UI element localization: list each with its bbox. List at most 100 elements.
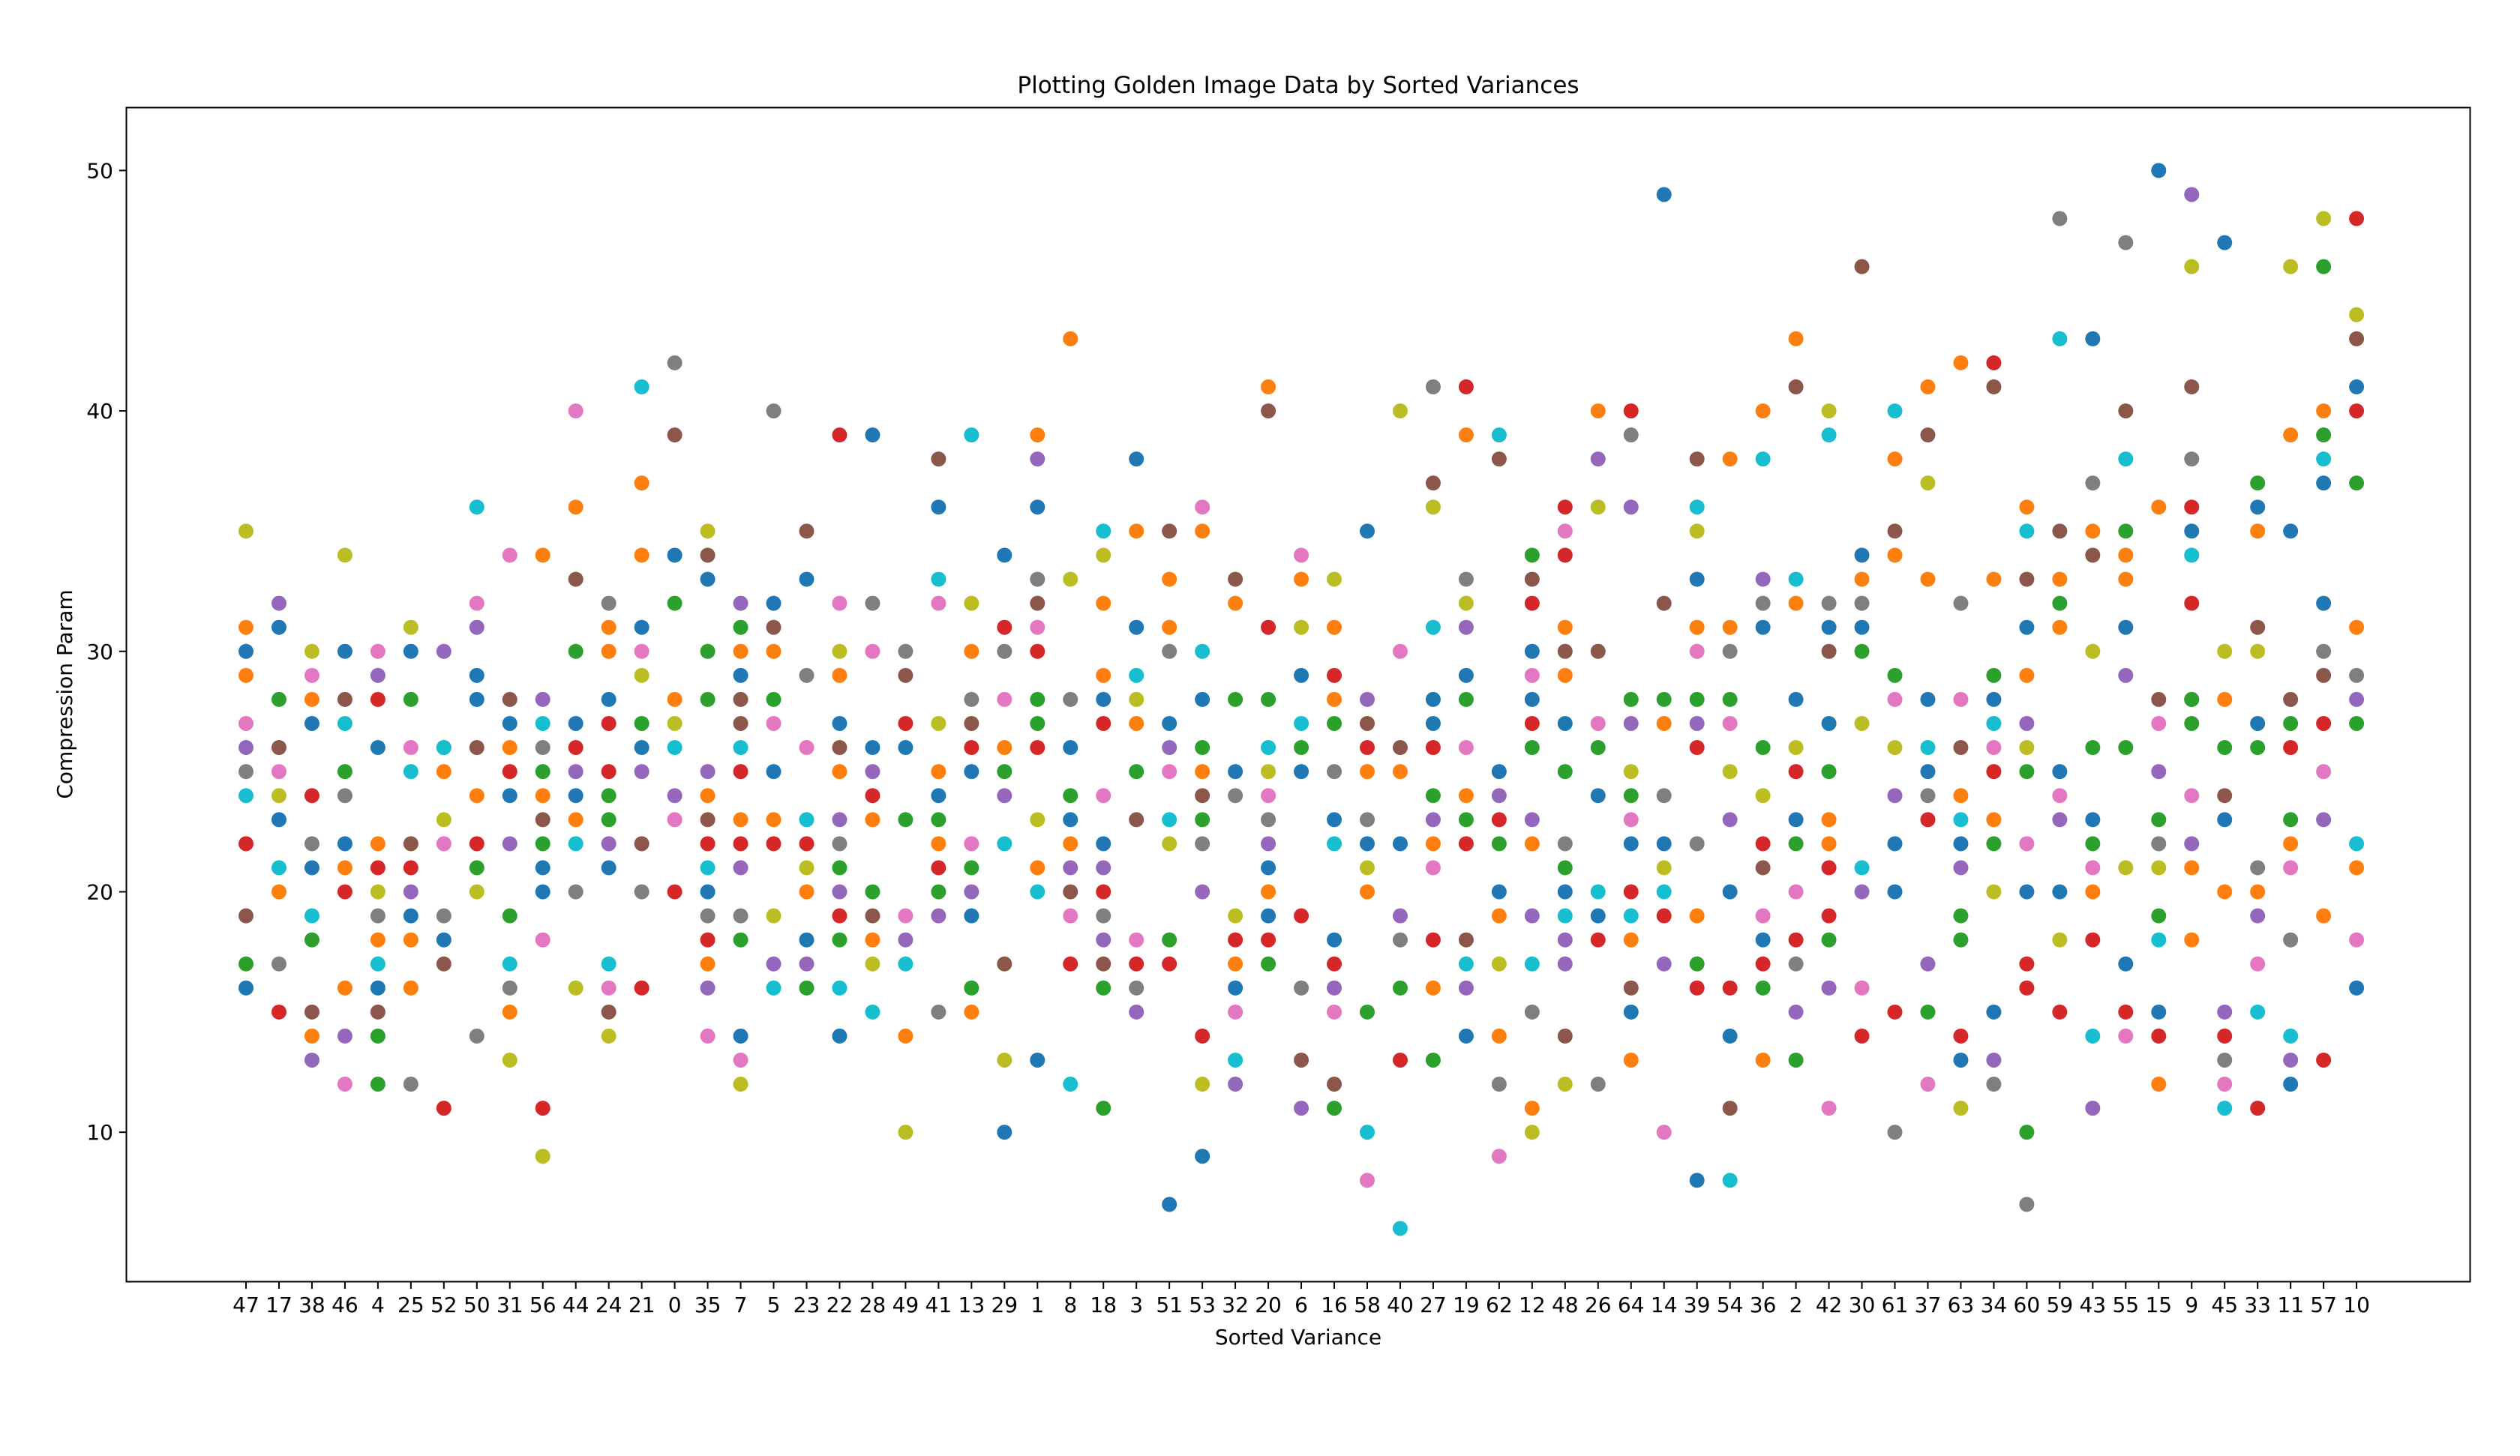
data-point bbox=[2085, 547, 2101, 563]
data-point bbox=[2283, 812, 2299, 828]
data-point bbox=[1129, 715, 1144, 731]
x-tick-label: 37 bbox=[1915, 1293, 1942, 1317]
data-point bbox=[2316, 764, 2332, 780]
data-point bbox=[1294, 740, 1310, 756]
x-tick-label: 4 bbox=[371, 1293, 385, 1317]
data-point bbox=[1623, 980, 1639, 996]
data-point bbox=[1327, 932, 1342, 948]
data-point bbox=[766, 619, 782, 635]
data-point bbox=[1327, 980, 1342, 996]
data-point bbox=[2085, 1028, 2101, 1044]
data-point bbox=[1162, 740, 1178, 756]
data-point bbox=[2349, 715, 2365, 731]
x-tick-label: 60 bbox=[2014, 1293, 2041, 1317]
data-point bbox=[304, 908, 320, 924]
data-point bbox=[667, 740, 682, 756]
data-point bbox=[1261, 619, 1276, 635]
data-point bbox=[337, 1077, 352, 1092]
data-point bbox=[337, 836, 352, 852]
data-point bbox=[1425, 740, 1441, 756]
data-point bbox=[865, 884, 880, 900]
data-point bbox=[370, 1028, 386, 1044]
data-point bbox=[766, 908, 782, 924]
data-point bbox=[271, 884, 286, 900]
data-point bbox=[337, 860, 352, 876]
data-point bbox=[370, 1004, 386, 1020]
data-point bbox=[535, 788, 550, 804]
data-point bbox=[2283, 691, 2299, 707]
data-point bbox=[1656, 908, 1672, 924]
data-point bbox=[304, 932, 320, 948]
data-point bbox=[436, 908, 452, 924]
data-point bbox=[1228, 788, 1244, 804]
data-point bbox=[898, 1028, 914, 1044]
data-point bbox=[304, 715, 320, 731]
data-point bbox=[2283, 836, 2299, 852]
data-point bbox=[1656, 595, 1672, 611]
data-point bbox=[2316, 427, 2332, 443]
data-point bbox=[1689, 836, 1705, 852]
data-point bbox=[1129, 980, 1144, 996]
x-tick-label: 23 bbox=[794, 1293, 820, 1317]
data-point bbox=[1129, 667, 1144, 683]
data-point bbox=[1524, 643, 1540, 659]
data-point bbox=[1195, 499, 1210, 515]
data-point bbox=[1821, 595, 1837, 611]
data-point bbox=[469, 499, 484, 515]
data-point bbox=[931, 1004, 946, 1020]
data-point bbox=[1327, 764, 1342, 780]
data-point bbox=[2184, 379, 2200, 395]
data-point bbox=[1491, 451, 1507, 467]
data-point bbox=[2217, 1052, 2233, 1068]
data-point bbox=[1096, 523, 1112, 539]
data-point bbox=[1920, 740, 1936, 756]
data-point bbox=[2250, 908, 2266, 924]
data-point bbox=[2250, 740, 2266, 756]
x-tick-label: 55 bbox=[2112, 1293, 2139, 1317]
data-point bbox=[997, 836, 1012, 852]
data-point bbox=[370, 860, 386, 876]
data-point bbox=[1261, 379, 1276, 395]
data-point bbox=[964, 427, 980, 443]
data-point bbox=[865, 956, 880, 972]
data-point bbox=[271, 764, 286, 780]
data-point bbox=[436, 764, 452, 780]
data-point bbox=[535, 860, 550, 876]
data-point bbox=[766, 980, 782, 996]
data-point bbox=[832, 980, 848, 996]
data-point bbox=[1030, 740, 1046, 756]
data-point bbox=[2283, 523, 2299, 539]
x-tick-label: 33 bbox=[2244, 1293, 2271, 1317]
data-point bbox=[1854, 1028, 1870, 1044]
x-tick-label: 39 bbox=[1684, 1293, 1711, 1317]
data-point bbox=[568, 499, 584, 515]
data-point bbox=[1458, 427, 1474, 443]
data-point bbox=[1129, 1004, 1144, 1020]
x-tick-label: 46 bbox=[332, 1293, 358, 1317]
data-point bbox=[1722, 619, 1738, 635]
data-point bbox=[1458, 619, 1474, 635]
data-point bbox=[1656, 860, 1672, 876]
data-point bbox=[2019, 764, 2035, 780]
data-point bbox=[469, 884, 484, 900]
x-tick-label: 24 bbox=[596, 1293, 622, 1317]
data-point bbox=[997, 547, 1012, 563]
data-point bbox=[1623, 884, 1639, 900]
data-point bbox=[1129, 451, 1144, 467]
data-point bbox=[766, 595, 782, 611]
data-point bbox=[832, 1028, 848, 1044]
data-point bbox=[1986, 836, 2002, 852]
data-point bbox=[1755, 908, 1771, 924]
data-point bbox=[1294, 1052, 1310, 1068]
data-point bbox=[2151, 932, 2167, 948]
data-point bbox=[1755, 595, 1771, 611]
data-point bbox=[2349, 980, 2365, 996]
data-point bbox=[1623, 908, 1639, 924]
data-point bbox=[997, 788, 1012, 804]
data-point bbox=[1359, 836, 1375, 852]
data-point bbox=[1887, 523, 1903, 539]
x-tick-label: 43 bbox=[2079, 1293, 2106, 1317]
data-point bbox=[403, 1077, 418, 1092]
y-axis: 10 20 30 40 50 bbox=[86, 158, 127, 1145]
data-point bbox=[997, 956, 1012, 972]
